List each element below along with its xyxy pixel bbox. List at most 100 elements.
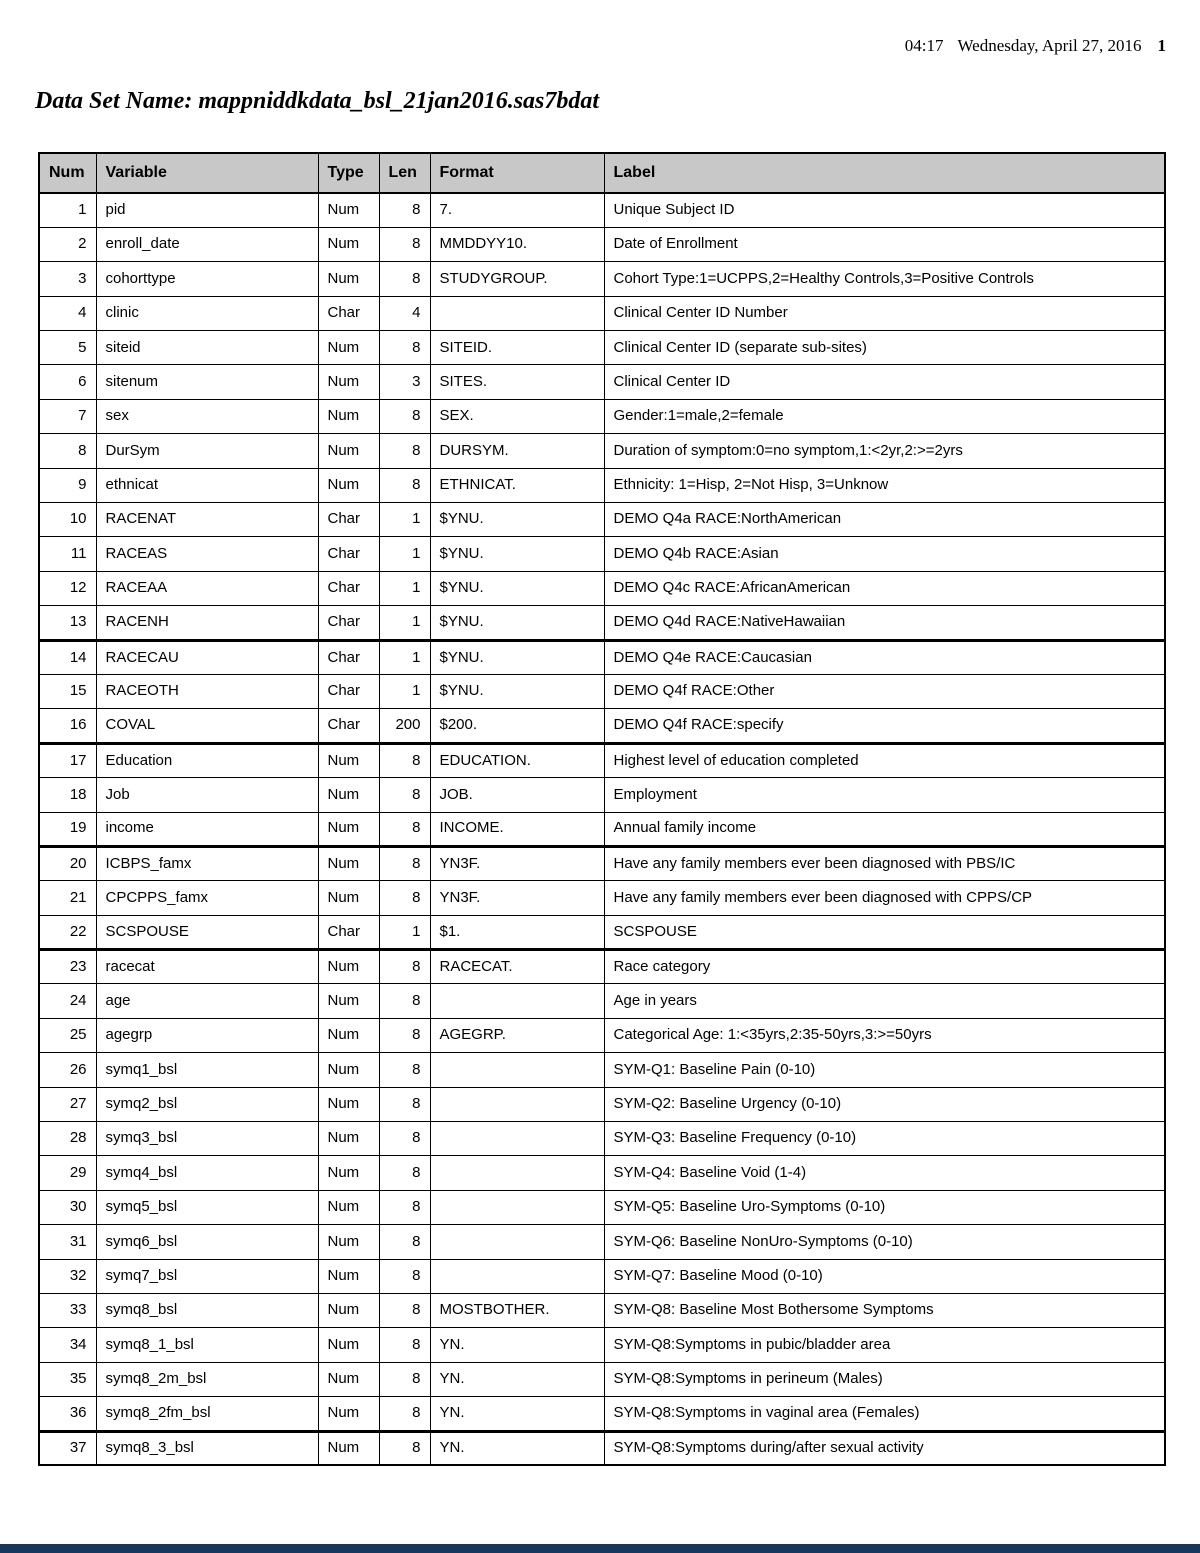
cell-type: Num xyxy=(317,1292,380,1329)
cell-num: 26 xyxy=(38,1052,97,1088)
table-row: 13 RACENH Char 1 $YNU. DEMO Q4d RACE:NativeHa… xyxy=(38,605,1166,642)
cell-len: 8 xyxy=(378,226,431,263)
cell-type: Num xyxy=(317,983,380,1019)
table-row: 19 income Num 8 INCOME. Annual family income xyxy=(38,811,1166,848)
cell-type: Num xyxy=(317,949,380,985)
cell-format: 7. xyxy=(429,192,605,228)
cell-variable: symq4_bsl xyxy=(95,1155,319,1191)
cell-variable: symq5_bsl xyxy=(95,1189,319,1226)
cell-num: 13 xyxy=(38,605,97,642)
cell-label: SYM-Q4: Baseline Void (1-4) xyxy=(603,1155,1166,1191)
table-row: 15 RACEOTH Char 1 $YNU. DEMO Q4f RACE:Other xyxy=(38,673,1166,710)
cell-num: 18 xyxy=(38,777,97,813)
cell-len: 8 xyxy=(378,1430,431,1466)
cell-variable: SCSPOUSE xyxy=(95,914,319,952)
cell-len: 8 xyxy=(378,983,431,1019)
cell-type: Char xyxy=(317,502,380,538)
cell-len: 8 xyxy=(378,1155,431,1191)
cell-format: $YNU. xyxy=(429,502,605,538)
cell-variable: enroll_date xyxy=(95,226,319,263)
cell-num: 33 xyxy=(38,1292,97,1329)
cell-type: Char xyxy=(317,708,380,745)
table-row: 26 symq1_bsl Num 8 SYM-Q1: Baseline Pain (0-… xyxy=(38,1052,1166,1088)
cell-len: 8 xyxy=(378,261,431,297)
cell-format: YN. xyxy=(429,1396,605,1433)
table-row: 1 pid Num 8 7. Unique Subject ID xyxy=(38,192,1166,228)
cell-num: 25 xyxy=(38,1017,97,1054)
cell-num: 3 xyxy=(38,261,97,297)
cell-num: 34 xyxy=(38,1327,97,1363)
table-row: 5 siteid Num 8 SITEID. Clinical Center ID (se… xyxy=(38,330,1166,366)
table-row: 2 enroll_date Num 8 MMDDYY10. Date of Enrollm… xyxy=(38,226,1166,263)
cell-label: SYM-Q8: Baseline Most Bothersome Symptom… xyxy=(603,1292,1166,1329)
cell-len: 8 xyxy=(378,1327,431,1363)
table-row: 29 symq4_bsl Num 8 SYM-Q4: Baseline Void (1-… xyxy=(38,1155,1166,1191)
cell-variable: sitenum xyxy=(95,364,319,400)
cell-num: 30 xyxy=(38,1189,97,1226)
cell-format: $YNU. xyxy=(429,570,605,607)
cell-variable: pid xyxy=(95,192,319,228)
cell-variable: symq3_bsl xyxy=(95,1121,319,1157)
cell-format: EDUCATION. xyxy=(429,742,605,779)
cell-format: RACECAT. xyxy=(429,949,605,985)
table-row: 21 CPCPPS_famx Num 8 YN3F. Have any family me… xyxy=(38,880,1166,916)
cell-format: DURSYM. xyxy=(429,433,605,469)
cell-variable: symq7_bsl xyxy=(95,1258,319,1295)
cell-format: AGEGRP. xyxy=(429,1017,605,1054)
page-number: 1 xyxy=(1157,36,1167,55)
cell-len: 3 xyxy=(378,364,431,400)
table-row: 30 symq5_bsl Num 8 SYM-Q5: Baseline Uro-Symp… xyxy=(38,1189,1166,1226)
table-row: 37 symq8_3_bsl Num 8 YN. SYM-Q8:Symptoms duri… xyxy=(38,1430,1166,1466)
cell-variable: Job xyxy=(95,777,319,813)
cell-format: INCOME. xyxy=(429,811,605,848)
cell-num: 32 xyxy=(38,1258,97,1295)
cell-len: 8 xyxy=(378,1189,431,1226)
cell-label: SYM-Q8:Symptoms in perineum (Males) xyxy=(603,1361,1166,1398)
cell-type: Num xyxy=(317,777,380,813)
cell-num: 27 xyxy=(38,1086,97,1123)
cell-num: 1 xyxy=(38,192,97,228)
table-row: 20 ICBPS_famx Num 8 YN3F. Have any family mem… xyxy=(38,845,1166,882)
cell-len: 1 xyxy=(378,536,431,572)
cell-label: Age in years xyxy=(603,983,1166,1019)
cell-format xyxy=(429,1155,605,1191)
cell-format xyxy=(429,1258,605,1295)
cell-variable: RACEAS xyxy=(95,536,319,572)
cell-variable: DurSym xyxy=(95,433,319,469)
print-time: 04:17 xyxy=(904,36,944,55)
cell-label: DEMO Q4d RACE:NativeHawaiian xyxy=(603,605,1166,642)
cell-label: DEMO Q4a RACE:NorthAmerican xyxy=(603,502,1166,538)
cell-len: 8 xyxy=(378,467,431,504)
cell-variable: income xyxy=(95,811,319,848)
cell-variable: siteid xyxy=(95,330,319,366)
cell-type: Char xyxy=(317,536,380,572)
cell-type: Num xyxy=(317,226,380,263)
cell-label: Employment xyxy=(603,777,1166,813)
cell-label: SYM-Q6: Baseline NonUro-Symptoms (0-10) xyxy=(603,1224,1166,1260)
cell-len: 8 xyxy=(378,1017,431,1054)
table-row: 33 symq8_bsl Num 8 MOSTBOTHER. SYM-Q8: Baseli… xyxy=(38,1292,1166,1329)
cell-type: Num xyxy=(317,261,380,297)
cell-variable: RACENAT xyxy=(95,502,319,538)
table-row: 9 ethnicat Num 8 ETHNICAT. Ethnicity: 1=Hisp,… xyxy=(38,467,1166,504)
table-row: 25 agegrp Num 8 AGEGRP. Categorical Age: 1:<3… xyxy=(38,1017,1166,1054)
cell-len: 1 xyxy=(378,605,431,642)
cell-variable: agegrp xyxy=(95,1017,319,1054)
column-header-format: Format xyxy=(429,152,605,194)
cell-num: 5 xyxy=(38,330,97,366)
cell-num: 11 xyxy=(38,536,97,572)
cell-num: 21 xyxy=(38,880,97,916)
cell-len: 8 xyxy=(378,433,431,469)
cell-format: YN3F. xyxy=(429,880,605,916)
cell-format xyxy=(429,1121,605,1157)
cell-variable: symq2_bsl xyxy=(95,1086,319,1123)
table-row: 28 symq3_bsl Num 8 SYM-Q3: Baseline Frequenc… xyxy=(38,1121,1166,1157)
cell-label: Gender:1=male,2=female xyxy=(603,398,1166,435)
cell-len: 1 xyxy=(378,502,431,538)
cell-variable: symq8_2fm_bsl xyxy=(95,1396,319,1433)
table-row: 31 symq6_bsl Num 8 SYM-Q6: Baseline NonUro-S… xyxy=(38,1224,1166,1260)
cell-num: 2 xyxy=(38,226,97,263)
cell-format: MMDDYY10. xyxy=(429,226,605,263)
dataset-title: Data Set Name: mappniddkdata_bsl_21jan20… xyxy=(35,88,600,114)
